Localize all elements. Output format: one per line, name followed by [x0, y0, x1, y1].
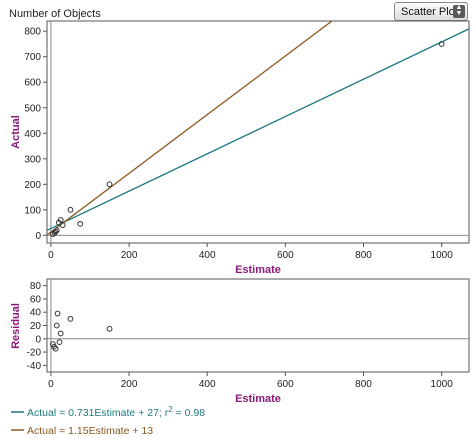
- residual-plot-frame: [46, 278, 470, 373]
- chart-title: Number of Objects: [9, 8, 101, 20]
- main-data-point[interactable]: [106, 181, 113, 188]
- residual-x-tick-label: 600: [277, 379, 294, 390]
- main-y-axis-title: Actual: [10, 115, 22, 149]
- main-data-point[interactable]: [52, 228, 59, 235]
- legend-entry-user-line: Actual = 1.15Estimate + 13: [27, 425, 153, 437]
- main-y-tick-label: 0: [35, 231, 41, 242]
- residual-y-tick-label: -20: [27, 348, 42, 359]
- main-data-point[interactable]: [77, 220, 84, 227]
- residual-x-tick-label: 800: [355, 379, 372, 390]
- main-y-tick-label: 500: [24, 103, 41, 114]
- main-data-point[interactable]: [438, 41, 445, 47]
- up-down-arrows-icon: ▲ ▼: [453, 4, 465, 18]
- residual-data-point[interactable]: [56, 339, 63, 346]
- main-x-tick-label: 1000: [431, 250, 454, 261]
- residual-y-tick-label: 0: [35, 334, 41, 345]
- main-y-tick-label: 300: [24, 154, 41, 165]
- residual-x-tick-label: 200: [121, 379, 138, 390]
- legend-entry-fit-line: Actual = 0.731Estimate + 27; r2 = 0.98: [27, 405, 205, 419]
- main-y-tick-label: 100: [24, 205, 41, 216]
- main-y-tick-label: 600: [24, 78, 41, 89]
- main-y-tick-label: 700: [24, 52, 41, 63]
- main-data-point[interactable]: [67, 206, 74, 213]
- residual-data-point[interactable]: [52, 345, 59, 352]
- main-plot-frame: [46, 20, 470, 244]
- plot-type-label: Scatter Plot: [401, 6, 458, 18]
- residual-y-tick-label: 40: [30, 308, 42, 319]
- residual-data-point[interactable]: [53, 322, 60, 329]
- residual-data-point[interactable]: [57, 330, 64, 337]
- residual-x-tick-label: 400: [199, 379, 216, 390]
- residual-y-tick-label: 80: [30, 281, 42, 292]
- main-y-tick-label: 200: [24, 180, 41, 191]
- main-data-point[interactable]: [59, 222, 66, 229]
- user-line[interactable]: [47, 0, 469, 236]
- main-x-tick-label: 600: [277, 250, 294, 261]
- main-x-tick-label: 400: [199, 250, 216, 261]
- residual-data-point[interactable]: [67, 315, 74, 322]
- residual-x-tick-label: 0: [48, 379, 54, 390]
- main-data-point[interactable]: [53, 227, 60, 234]
- residual-y-tick-label: -40: [27, 361, 42, 372]
- residual-data-point[interactable]: [54, 310, 61, 317]
- legend: Actual = 0.731Estimate + 27; r2 = 0.98 A…: [11, 405, 205, 437]
- main-x-axis-title: Estimate: [235, 264, 281, 276]
- main-scatter-panel: 0 200 400 600 800 1000 0 100 200 300 400 500 600 700…: [10, 0, 470, 276]
- least-squares-line[interactable]: [47, 28, 469, 231]
- residual-y-axis-title: Residual: [10, 303, 22, 349]
- main-data-point[interactable]: [57, 217, 64, 223]
- residual-y-tick-label: 20: [30, 321, 42, 332]
- residual-panel: 0 200 400 600 800 1000 -40 -20 0 20 40 60 80 Estima…: [10, 278, 470, 405]
- residual-x-tick-label: 1000: [431, 379, 454, 390]
- main-x-tick-label: 0: [48, 250, 54, 261]
- main-y-tick-label: 800: [24, 27, 41, 38]
- main-y-tick-label: 400: [24, 129, 41, 140]
- residual-data-point[interactable]: [49, 341, 56, 348]
- main-x-tick-label: 800: [355, 250, 372, 261]
- residual-x-axis-title: Estimate: [235, 393, 281, 405]
- residual-data-point[interactable]: [106, 325, 113, 332]
- main-x-tick-label: 200: [121, 250, 138, 261]
- residual-y-tick-label: 60: [30, 294, 42, 305]
